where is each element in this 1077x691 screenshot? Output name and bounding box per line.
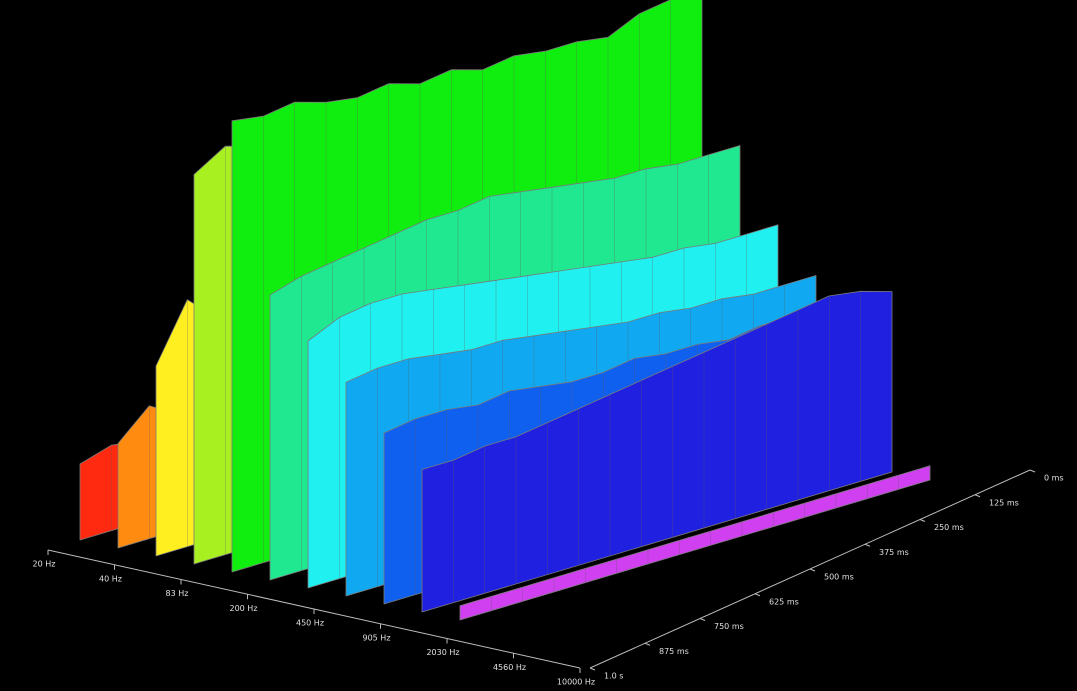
slice-wall — [459, 465, 931, 621]
z-tick-label: 500 ms — [824, 573, 854, 582]
z-tick — [699, 618, 706, 621]
x-tick-label: 200 Hz — [229, 604, 257, 613]
x-tick-label: 450 Hz — [296, 619, 324, 628]
x-tick-label: 4560 Hz — [493, 663, 526, 672]
x-tick-label: 40 Hz — [99, 574, 122, 583]
x-tick-label: 83 Hz — [166, 589, 189, 598]
x-tick-label: 905 Hz — [362, 633, 390, 642]
z-tick-label: 625 ms — [769, 597, 799, 606]
z-tick — [1029, 469, 1036, 473]
z-tick — [974, 494, 981, 498]
z-tick — [919, 519, 926, 522]
z-tick — [589, 667, 596, 671]
z-tick — [754, 593, 761, 597]
z-tick-label: 250 ms — [934, 523, 964, 532]
x-tick-label: 2030 Hz — [426, 648, 459, 657]
slice-wall — [421, 290, 893, 613]
z-tick-label: 0 ms — [1044, 474, 1064, 483]
z-tick — [644, 642, 651, 646]
z-tick-label: 750 ms — [714, 622, 744, 631]
z-tick-label: 375 ms — [879, 548, 909, 557]
z-tick — [809, 568, 816, 572]
z-tick-label: 875 ms — [659, 647, 689, 656]
z-tick-label: 1.0 s — [604, 672, 623, 681]
z-tick-label: 125 ms — [989, 498, 1019, 507]
x-tick-label: 10000 Hz — [557, 678, 595, 687]
x-tick-label: 20 Hz — [33, 560, 56, 569]
z-tick — [864, 543, 871, 547]
